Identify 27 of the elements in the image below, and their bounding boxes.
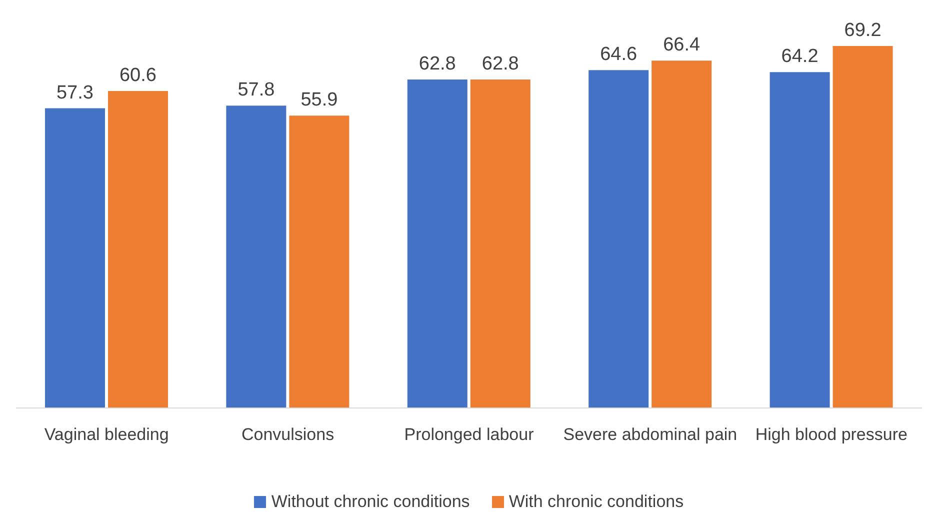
data-label: 57.3 xyxy=(56,82,94,104)
x-tick-label: Convulsions xyxy=(241,425,334,444)
legend-label: Without chronic conditions xyxy=(271,492,470,512)
bar xyxy=(44,108,105,408)
bar xyxy=(770,72,830,408)
data-label: 64.6 xyxy=(600,44,638,66)
x-tick-label: High blood pressure xyxy=(755,425,908,444)
bar xyxy=(108,90,168,408)
data-label: 57.8 xyxy=(238,80,275,101)
data-label: 60.6 xyxy=(120,64,156,86)
legend-label: With chronic conditions xyxy=(508,492,684,512)
data-label: 62.8 xyxy=(482,53,519,74)
x-tick-label: Vaginal bleeding xyxy=(44,425,169,444)
x-tick-label: Severe abdominal pain xyxy=(563,425,738,444)
bar xyxy=(588,70,649,408)
data-label: 62.8 xyxy=(418,53,456,74)
data-label: 64.2 xyxy=(781,46,818,68)
data-label: 69.2 xyxy=(844,20,882,41)
x-tick-label: Prolonged labour xyxy=(404,425,534,444)
bar xyxy=(832,46,893,408)
data-label: 66.4 xyxy=(663,34,701,56)
bar xyxy=(407,79,468,408)
data-label: 55.9 xyxy=(300,90,338,111)
bar xyxy=(470,79,530,408)
bar xyxy=(289,116,350,408)
bar xyxy=(652,60,712,408)
bar xyxy=(226,106,286,408)
